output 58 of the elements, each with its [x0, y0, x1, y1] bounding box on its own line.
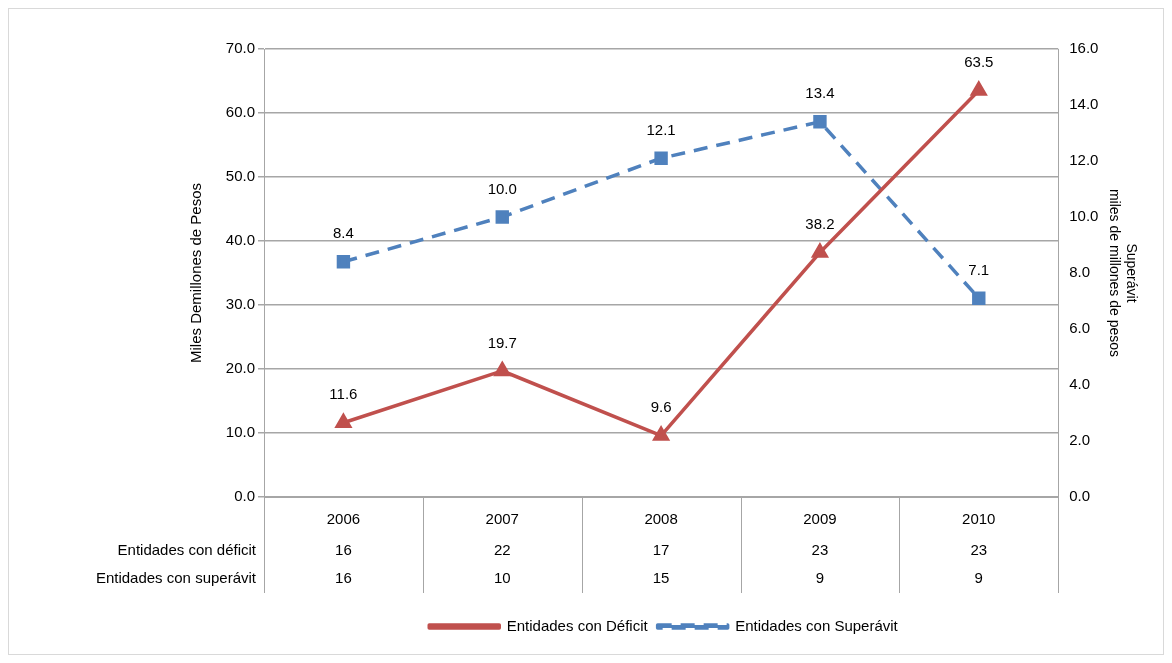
y-axis-title: Miles Demillones de Pesos: [187, 182, 205, 364]
y2-tick-label: 8.0: [1069, 263, 1091, 281]
y-tick-label: 70.0: [225, 39, 255, 57]
data-label: 7.1: [968, 260, 990, 278]
legend-label: Entidades con Superávit: [735, 616, 899, 634]
y-tick-label: 0.0: [234, 487, 255, 505]
point: [972, 291, 986, 305]
x-tick-label: 2007: [485, 510, 519, 528]
y2-tick-label: 12.0: [1069, 151, 1099, 169]
text: 9: [815, 569, 825, 587]
point: [654, 151, 668, 165]
point: [653, 426, 669, 441]
data-label: 9.6: [650, 398, 672, 416]
y2-tick-label: 16.0: [1069, 39, 1099, 57]
data-label: 38.2: [805, 215, 835, 233]
text: 9: [974, 569, 983, 587]
text: 15: [652, 569, 670, 587]
point: [813, 115, 827, 129]
y-tick-label: 10.0: [225, 423, 255, 441]
text: 16: [335, 569, 352, 587]
data-label: 63.5: [964, 53, 994, 71]
y-tick-label: 30.0: [225, 295, 255, 313]
y-tick-label: 20.0: [225, 359, 255, 377]
x-tick-label: 2008: [644, 510, 678, 528]
point: [495, 210, 509, 224]
legend-label: Entidades con Déficit: [506, 616, 649, 634]
y2-tick-label: 6.0: [1069, 319, 1091, 337]
point: [812, 243, 828, 258]
data-label: 13.4: [805, 84, 835, 102]
y2-tick-label: 2.0: [1069, 431, 1091, 449]
data-label: 12.1: [646, 120, 676, 138]
y2-tick-label: 14.0: [1069, 95, 1099, 113]
point: [970, 81, 987, 96]
text: 17: [652, 541, 670, 559]
y2-tick-label: 0.0: [1069, 487, 1091, 505]
x-tick-label: 2010: [962, 510, 996, 528]
text: 16: [335, 541, 352, 559]
y-tick-label: 60.0: [225, 103, 255, 121]
text: 23: [811, 541, 829, 559]
data-label: 19.7: [487, 333, 517, 351]
y2-tick-label: 4.0: [1069, 375, 1091, 393]
data-label: 11.6: [329, 385, 358, 403]
point: [335, 414, 352, 429]
data-label: 8.4: [332, 224, 354, 242]
data-label: 10.0: [487, 179, 517, 197]
x-tick-label: 2006: [326, 510, 361, 528]
text: Entidades con déficit: [117, 541, 257, 559]
text: 22: [493, 541, 511, 559]
text: 10: [493, 569, 511, 587]
text: 23: [970, 541, 988, 559]
point: [494, 362, 511, 377]
y-tick-label: 40.0: [225, 231, 255, 249]
point: [336, 255, 351, 269]
x-tick-label: 2009: [803, 510, 837, 528]
y2-tick-label: 10.0: [1069, 207, 1099, 225]
text: Entidades con superávit: [95, 569, 257, 587]
y-tick-label: 50.0: [225, 167, 255, 185]
y2-axis-title: Superávit miles de millones de pesos: [1106, 188, 1140, 358]
